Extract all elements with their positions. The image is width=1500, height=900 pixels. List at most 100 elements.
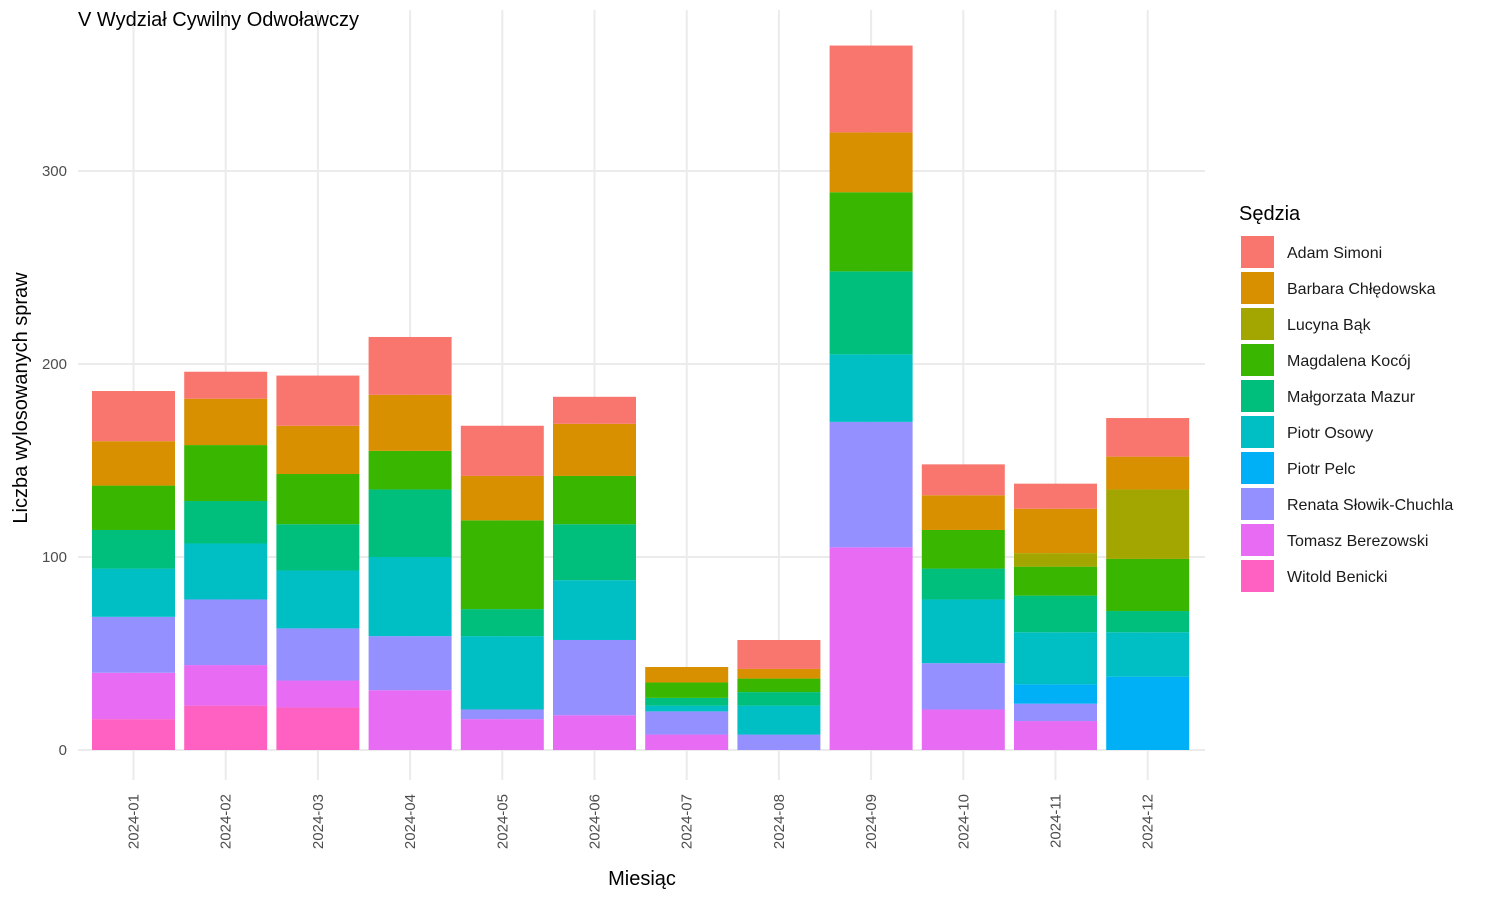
- legend-label-witold-benicki: Witold Benicki: [1287, 569, 1387, 586]
- bar-segment-2024-03-piotr-osowy: [276, 570, 360, 629]
- y-tick-label: 300: [42, 163, 67, 180]
- x-tick-label: 2024-11: [1048, 794, 1065, 848]
- bar-segment-2024-03-witold-benicki: [276, 707, 360, 750]
- bar-segment-2024-03-magdalena-kocoj: [276, 474, 360, 525]
- legend-swatch-adam-simoni: [1241, 236, 1274, 268]
- bar-segment-2024-11-malgorzata-mazur: [1014, 595, 1097, 633]
- legend-title: Sędzia: [1239, 203, 1301, 225]
- bar-segment-2024-11-tomasz-berezowski: [1014, 721, 1097, 750]
- x-tick-label: 2024-02: [218, 794, 235, 849]
- bar-segment-2024-01-witold-benicki: [92, 719, 175, 750]
- bar-segment-2024-12-piotr-osowy: [1106, 632, 1190, 677]
- legend-swatch-renata-slowik-chuchla: [1241, 488, 1274, 520]
- bar-segment-2024-11-renata-slowik-chuchla: [1014, 703, 1097, 722]
- bar-segment-2024-09-piotr-osowy: [829, 354, 913, 422]
- bar-segment-2024-06-magdalena-kocoj: [553, 475, 636, 525]
- x-tick-label: 2024-04: [402, 794, 419, 849]
- bar-segment-2024-10-tomasz-berezowski: [921, 709, 1005, 750]
- legend-swatch-malgorzata-mazur: [1241, 380, 1274, 412]
- bar-segment-2024-02-renata-slowik-chuchla: [184, 599, 268, 666]
- bar-segment-2024-08-magdalena-kocoj: [737, 678, 821, 693]
- x-tick-label: 2024-01: [126, 794, 143, 849]
- x-tick-label: 2024-10: [955, 794, 972, 849]
- bar-segment-2024-03-renata-slowik-chuchla: [276, 628, 360, 681]
- y-axis-ticks: 0 100 200 300: [42, 163, 67, 759]
- bar-segment-2024-02-piotr-osowy: [184, 543, 268, 600]
- bar-segment-2024-11-piotr-osowy: [1014, 632, 1097, 685]
- legend-label-tomasz-berezowski: Tomasz Berezowski: [1287, 533, 1428, 550]
- bar-segment-2024-11-adam-simoni: [1014, 483, 1097, 509]
- bar-segment-2024-11-barbara-chledowska: [1014, 508, 1097, 554]
- bar-segment-2024-05-adam-simoni: [460, 425, 544, 476]
- bar-segment-2024-11-lucyna-bak: [1014, 553, 1097, 567]
- bar-segment-2024-12-adam-simoni: [1106, 418, 1190, 457]
- legend-swatch-tomasz-berezowski: [1241, 524, 1274, 556]
- x-tick-label: 2024-03: [310, 794, 327, 849]
- bar-segment-2024-06-adam-simoni: [553, 396, 636, 424]
- bar-segment-2024-09-renata-slowik-chuchla: [829, 421, 913, 548]
- bar-segment-2024-03-tomasz-berezowski: [276, 680, 360, 708]
- bar-segment-2024-01-piotr-osowy: [92, 568, 175, 617]
- bar-segment-2024-09-malgorzata-mazur: [829, 271, 913, 355]
- x-tick-label: 2024-09: [863, 794, 880, 849]
- legend-swatch-witold-benicki: [1241, 560, 1274, 592]
- x-tick-label: 2024-06: [587, 794, 604, 849]
- legend-label-renata-slowik-chuchla: Renata Słowik-Chuchla: [1287, 497, 1453, 514]
- bar-segment-2024-06-barbara-chledowska: [553, 423, 636, 476]
- bar-segment-2024-10-malgorzata-mazur: [921, 568, 1005, 600]
- bar-segment-2024-10-adam-simoni: [921, 464, 1005, 496]
- bar-segment-2024-06-piotr-osowy: [553, 580, 636, 640]
- bar-segment-2024-02-barbara-chledowska: [184, 398, 268, 446]
- bar-segment-2024-10-magdalena-kocoj: [921, 529, 1005, 569]
- y-axis-title: Liczba wylosowanych spraw: [10, 272, 32, 524]
- bar-segment-2024-01-malgorzata-mazur: [92, 529, 175, 569]
- bar-segment-2024-09-tomasz-berezowski: [829, 547, 913, 750]
- x-tick-label: 2024-05: [494, 794, 511, 849]
- bar-segment-2024-12-malgorzata-mazur: [1106, 611, 1190, 633]
- bar-segment-2024-05-magdalena-kocoj: [460, 520, 544, 610]
- bar-segment-2024-12-magdalena-kocoj: [1106, 558, 1190, 612]
- x-tick-label: 2024-08: [771, 794, 788, 849]
- bar-segment-2024-03-malgorzata-mazur: [276, 524, 360, 571]
- bar-segment-2024-12-barbara-chledowska: [1106, 456, 1190, 490]
- bar-segment-2024-07-tomasz-berezowski: [645, 734, 729, 750]
- bar-segment-2024-04-adam-simoni: [368, 336, 452, 395]
- bar-segment-2024-06-renata-slowik-chuchla: [553, 639, 636, 716]
- bar-segment-2024-02-tomasz-berezowski: [184, 665, 268, 706]
- bar-segment-2024-01-magdalena-kocoj: [92, 485, 175, 530]
- bar-segment-2024-02-malgorzata-mazur: [184, 501, 268, 544]
- bar-segment-2024-07-piotr-osowy: [645, 705, 729, 712]
- bars: [92, 45, 1190, 750]
- legend-label-piotr-osowy: Piotr Osowy: [1287, 425, 1373, 442]
- bar-segment-2024-05-renata-slowik-chuchla: [460, 709, 544, 720]
- bar-segment-2024-10-renata-slowik-chuchla: [921, 663, 1005, 710]
- bar-segment-2024-08-malgorzata-mazur: [737, 692, 821, 706]
- legend-swatch-lucyna-bak: [1241, 308, 1274, 340]
- legend-label-piotr-pelc: Piotr Pelc: [1287, 461, 1355, 478]
- bar-segment-2024-04-tomasz-berezowski: [368, 690, 452, 750]
- bar-segment-2024-08-adam-simoni: [737, 639, 821, 669]
- bar-segment-2024-07-magdalena-kocoj: [645, 682, 729, 698]
- bar-segment-2024-05-piotr-osowy: [460, 636, 544, 710]
- legend-swatch-piotr-osowy: [1241, 416, 1274, 448]
- legend-swatch-barbara-chledowska: [1241, 272, 1274, 304]
- legend-label-lucyna-bak: Lucyna Bąk: [1287, 317, 1372, 334]
- bar-segment-2024-05-tomasz-berezowski: [460, 719, 544, 750]
- bar-segment-2024-07-renata-slowik-chuchla: [645, 711, 729, 735]
- bar-segment-2024-11-piotr-pelc: [1014, 684, 1097, 704]
- bar-segment-2024-06-malgorzata-mazur: [553, 524, 636, 581]
- bar-segment-2024-06-tomasz-berezowski: [553, 715, 636, 750]
- bar-segment-2024-10-piotr-osowy: [921, 599, 1005, 664]
- bar-segment-2024-01-adam-simoni: [92, 391, 175, 442]
- x-axis-ticks: 2024-01 2024-02 2024-03 2024-04 2024-05 2024-…: [126, 794, 1157, 849]
- bar-segment-2024-01-barbara-chledowska: [92, 441, 175, 486]
- bar-segment-2024-07-barbara-chledowska: [645, 667, 729, 683]
- legend-swatch-magdalena-kocoj: [1241, 344, 1274, 376]
- y-tick-label: 200: [42, 356, 67, 373]
- chart-title: V Wydział Cywilny Odwoławczy: [78, 9, 359, 31]
- bar-segment-2024-09-barbara-chledowska: [829, 132, 913, 193]
- bar-segment-2024-03-adam-simoni: [276, 375, 360, 426]
- bar-segment-2024-02-witold-benicki: [184, 705, 268, 750]
- bar-segment-2024-05-barbara-chledowska: [460, 475, 544, 521]
